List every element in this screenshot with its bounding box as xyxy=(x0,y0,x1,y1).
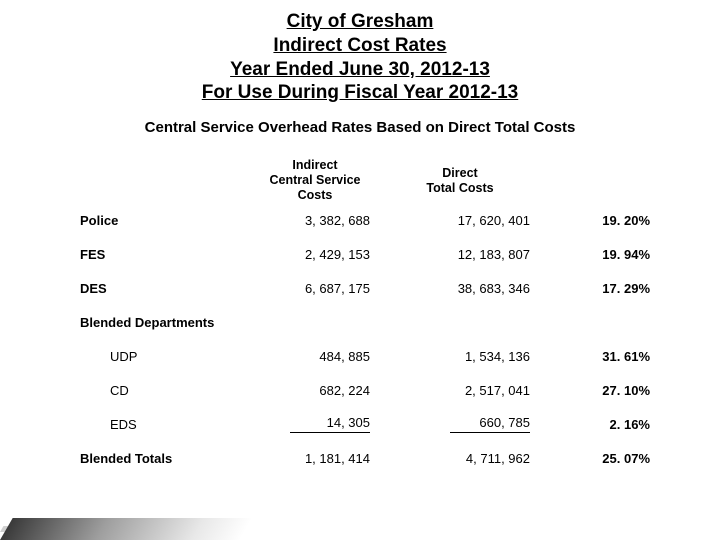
row-indirect: 6, 687, 175 xyxy=(260,281,380,296)
row-direct: 38, 683, 346 xyxy=(390,281,540,296)
table-row: UDP 484, 885 1, 534, 136 31. 61% xyxy=(80,339,650,373)
row-label: FES xyxy=(80,247,250,262)
totals-direct: 4, 711, 962 xyxy=(390,451,540,466)
row-pct: 31. 61% xyxy=(550,349,650,364)
row-direct: 1, 534, 136 xyxy=(390,349,540,364)
row-direct: 17, 620, 401 xyxy=(390,213,540,228)
totals-indirect: 1, 181, 414 xyxy=(260,451,380,466)
row-pct: 19. 20% xyxy=(550,213,650,228)
totals-row: Blended Totals 1, 181, 414 4, 711, 962 2… xyxy=(80,441,650,475)
col-header-indirect: Indirect Central Service Costs xyxy=(260,158,380,203)
totals-label: Blended Totals xyxy=(80,451,250,466)
header-line-3: Year Ended June 30, 2012-13 xyxy=(0,58,720,82)
row-label: EDS xyxy=(80,417,250,432)
table-row: FES 2, 429, 153 12, 183, 807 19. 94% xyxy=(80,237,650,271)
table-header-row: Indirect Central Service Costs Direct To… xyxy=(80,158,650,203)
table-row: CD 682, 224 2, 517, 041 27. 10% xyxy=(80,373,650,407)
row-direct: 12, 183, 807 xyxy=(390,247,540,262)
blended-departments-label: Blended Departments xyxy=(80,315,250,330)
table-row: EDS 14, 305 660, 785 2. 16% xyxy=(80,407,650,441)
header-line-4: For Use During Fiscal Year 2012-13 xyxy=(0,81,720,105)
footer-decoration xyxy=(0,492,280,540)
row-pct: 27. 10% xyxy=(550,383,650,398)
header-line-1: City of Gresham xyxy=(0,10,720,34)
col-header-direct: Direct Total Costs xyxy=(390,166,540,196)
row-label: UDP xyxy=(80,349,250,364)
cost-rates-table: Indirect Central Service Costs Direct To… xyxy=(80,158,650,475)
row-pct: 17. 29% xyxy=(550,281,650,296)
row-indirect: 682, 224 xyxy=(260,383,380,398)
blended-section-header: Blended Departments xyxy=(80,305,650,339)
row-label: Police xyxy=(80,213,250,228)
row-direct: 2, 517, 041 xyxy=(390,383,540,398)
row-indirect: 2, 429, 153 xyxy=(260,247,380,262)
header-line-2: Indirect Cost Rates xyxy=(0,34,720,58)
table-row: Police 3, 382, 688 17, 620, 401 19. 20% xyxy=(80,203,650,237)
row-indirect: 14, 305 xyxy=(260,415,380,433)
totals-pct: 25. 07% xyxy=(550,451,650,466)
row-direct: 660, 785 xyxy=(390,415,540,433)
document-header: City of Gresham Indirect Cost Rates Year… xyxy=(0,0,720,105)
row-label: CD xyxy=(80,383,250,398)
row-pct: 2. 16% xyxy=(550,417,650,432)
section-subtitle: Central Service Overhead Rates Based on … xyxy=(0,119,720,136)
table-row: DES 6, 687, 175 38, 683, 346 17. 29% xyxy=(80,271,650,305)
row-label: DES xyxy=(80,281,250,296)
row-indirect: 3, 382, 688 xyxy=(260,213,380,228)
row-indirect: 484, 885 xyxy=(260,349,380,364)
row-pct: 19. 94% xyxy=(550,247,650,262)
